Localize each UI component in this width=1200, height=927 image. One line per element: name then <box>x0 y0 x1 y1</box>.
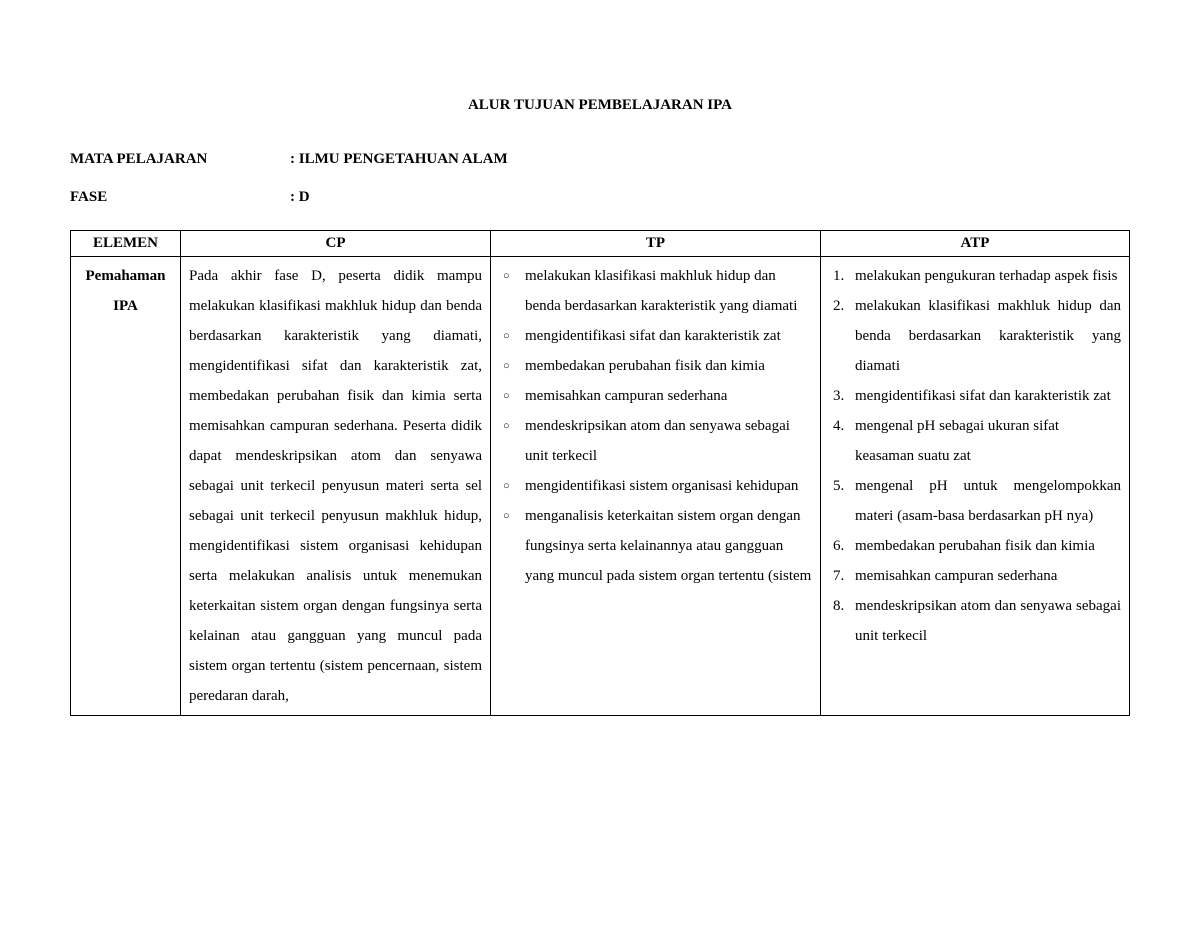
meta-fase: FASE : D <box>70 182 1130 212</box>
bullet-icon: ○ <box>503 381 525 411</box>
number-marker: 6. <box>833 531 855 561</box>
tp-item-text: membedakan perubahan fisik dan kimia <box>525 351 812 381</box>
atp-item-text: melakukan pengukuran terhadap aspek fisi… <box>855 261 1121 291</box>
bullet-icon: ○ <box>503 471 525 501</box>
cp-text: Pada akhir fase D, peserta didik mampu m… <box>189 261 482 711</box>
meta-value-mata-pelajaran: : ILMU PENGETAHUAN ALAM <box>290 144 1130 174</box>
atp-item-text: memisahkan campuran sederhana <box>855 561 1121 591</box>
tp-item-text: melakukan klasifikasi makhluk hidup dan … <box>525 261 812 321</box>
atp-list-item: 1.melakukan pengukuran terhadap aspek fi… <box>833 261 1121 291</box>
header-cp: CP <box>181 231 491 257</box>
number-marker: 5. <box>833 471 855 501</box>
tp-list-item: ○melakukan klasifikasi makhluk hidup dan… <box>503 261 812 321</box>
tp-list-item: ○mendeskripsikan atom dan senyawa sebaga… <box>503 411 812 471</box>
header-elemen: ELEMEN <box>71 231 181 257</box>
table-row: Pemahaman IPA Pada akhir fase D, peserta… <box>71 257 1130 716</box>
cell-tp: ○melakukan klasifikasi makhluk hidup dan… <box>491 257 821 716</box>
atp-item-text: mengenal pH untuk mengelompokkan materi … <box>855 471 1121 531</box>
atp-item-text: mendeskripsikan atom dan senyawa sebagai… <box>855 591 1121 651</box>
bullet-icon: ○ <box>503 321 525 351</box>
tp-item-text: mengidentifikasi sistem organisasi kehid… <box>525 471 812 501</box>
tp-list: ○melakukan klasifikasi makhluk hidup dan… <box>499 261 812 591</box>
atp-list-item: 3.mengidentifikasi sifat dan karakterist… <box>833 381 1121 411</box>
atp-item-text: membedakan perubahan fisik dan kimia <box>855 531 1121 561</box>
atp-list-item: 6.membedakan perubahan fisik dan kimia <box>833 531 1121 561</box>
cell-atp: 1.melakukan pengukuran terhadap aspek fi… <box>821 257 1130 716</box>
document-meta: MATA PELAJARAN : ILMU PENGETAHUAN ALAM F… <box>70 144 1130 212</box>
meta-value-fase: : D <box>290 182 1130 212</box>
bullet-icon: ○ <box>503 261 525 291</box>
number-marker: 3. <box>833 381 855 411</box>
meta-label-fase: FASE <box>70 182 290 212</box>
cell-cp: Pada akhir fase D, peserta didik mampu m… <box>181 257 491 716</box>
tp-item-text: menganalisis keterkaitan sistem organ de… <box>525 501 812 591</box>
number-marker: 2. <box>833 291 855 321</box>
atp-list-item: 4.mengenal pH sebagai ukuran sifat keasa… <box>833 411 1121 471</box>
tp-list-item: ○membedakan perubahan fisik dan kimia <box>503 351 812 381</box>
bullet-icon: ○ <box>503 351 525 381</box>
number-marker: 4. <box>833 411 855 441</box>
tp-list-item: ○menganalisis keterkaitan sistem organ d… <box>503 501 812 591</box>
atp-item-text: melakukan klasifikasi makhluk hidup dan … <box>855 291 1121 381</box>
tp-item-text: mengidentifikasi sifat dan karakteristik… <box>525 321 812 351</box>
tp-list-item: ○mengidentifikasi sifat dan karakteristi… <box>503 321 812 351</box>
number-marker: 7. <box>833 561 855 591</box>
tp-item-text: memisahkan campuran sederhana <box>525 381 812 411</box>
tp-item-text: mendeskripsikan atom dan senyawa sebagai… <box>525 411 812 471</box>
atp-list-item: 5.mengenal pH untuk mengelompokkan mater… <box>833 471 1121 531</box>
atp-item-text: mengidentifikasi sifat dan karakteristik… <box>855 381 1121 411</box>
header-tp: TP <box>491 231 821 257</box>
bullet-icon: ○ <box>503 411 525 441</box>
tp-list-item: ○mengidentifikasi sistem organisasi kehi… <box>503 471 812 501</box>
atp-list-item: 7.memisahkan campuran sederhana <box>833 561 1121 591</box>
meta-mata-pelajaran: MATA PELAJARAN : ILMU PENGETAHUAN ALAM <box>70 144 1130 174</box>
atp-list-item: 8.mendeskripsikan atom dan senyawa sebag… <box>833 591 1121 651</box>
atp-item-text: mengenal pH sebagai ukuran sifat keasama… <box>855 411 1121 471</box>
meta-label-mata-pelajaran: MATA PELAJARAN <box>70 144 290 174</box>
document-title: ALUR TUJUAN PEMBELAJARAN IPA <box>70 90 1130 120</box>
atp-table: ELEMEN CP TP ATP Pemahaman IPA Pada akhi… <box>70 230 1130 716</box>
table-header-row: ELEMEN CP TP ATP <box>71 231 1130 257</box>
tp-list-item: ○memisahkan campuran sederhana <box>503 381 812 411</box>
cell-elemen: Pemahaman IPA <box>71 257 181 716</box>
number-marker: 8. <box>833 591 855 621</box>
header-atp: ATP <box>821 231 1130 257</box>
bullet-icon: ○ <box>503 501 525 531</box>
number-marker: 1. <box>833 261 855 291</box>
atp-list: 1.melakukan pengukuran terhadap aspek fi… <box>829 261 1121 651</box>
atp-list-item: 2.melakukan klasifikasi makhluk hidup da… <box>833 291 1121 381</box>
